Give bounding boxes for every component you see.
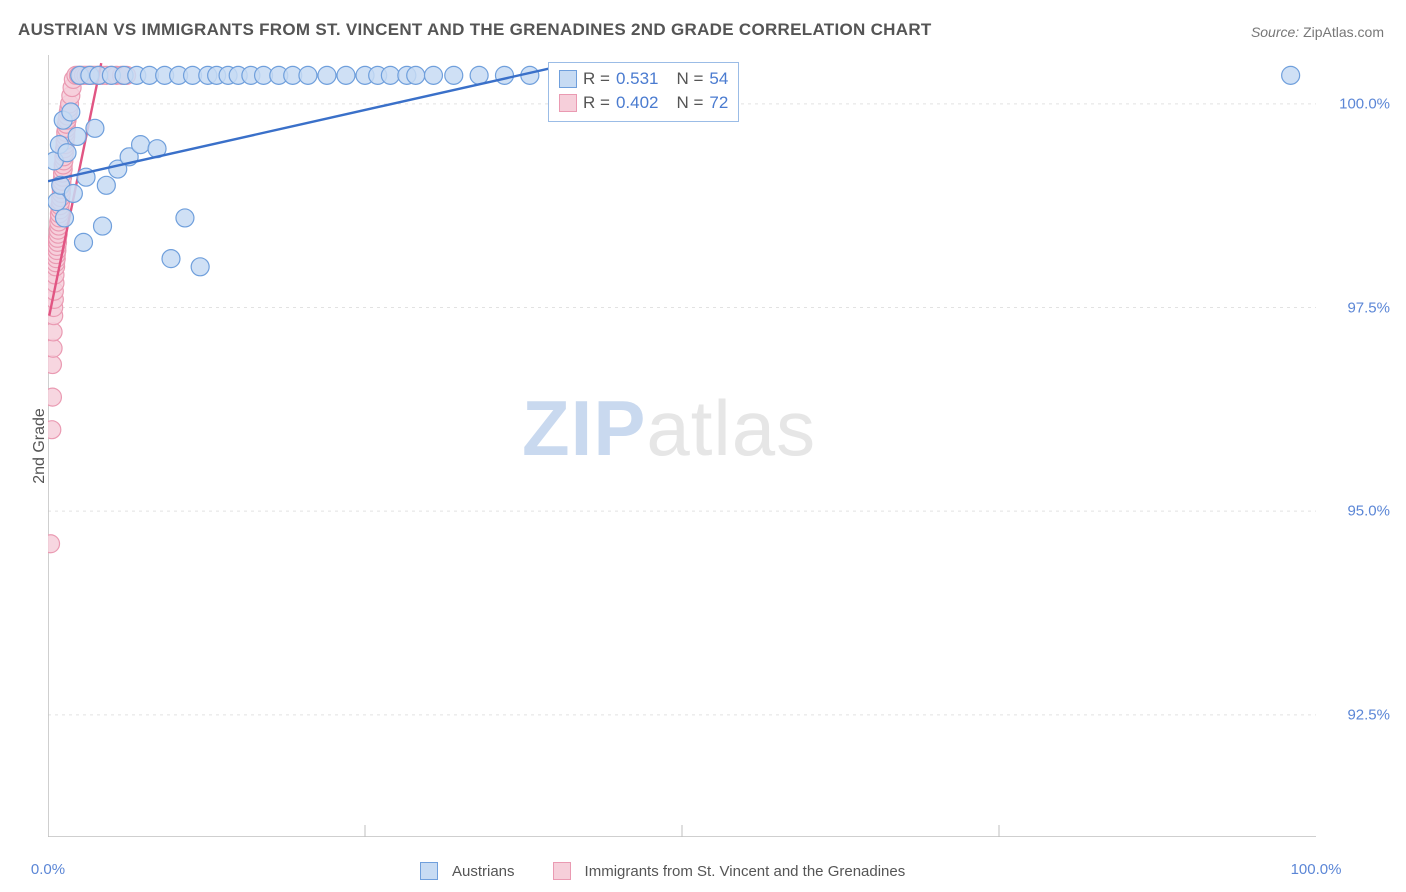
series-legend: Austrians Immigrants from St. Vincent an…	[420, 862, 905, 880]
y-tick: 97.5%	[1347, 299, 1390, 316]
x-tick: 100.0%	[1291, 861, 1342, 878]
x-tick: 0.0%	[31, 861, 65, 878]
source-label: Source:	[1251, 24, 1299, 40]
blue-swatch	[559, 70, 577, 88]
stat-row-pink: R = 0.402 N = 72	[559, 91, 728, 115]
pink-swatch	[553, 862, 571, 880]
stat-n-label: N =	[676, 93, 703, 113]
legend-label-blue: Austrians	[452, 863, 515, 880]
stat-r-blue: 0.531	[616, 69, 659, 89]
stat-n-blue: 54	[709, 69, 728, 89]
stat-row-blue: R = 0.531 N = 54	[559, 67, 728, 91]
source-attribution: Source: ZipAtlas.com	[1251, 24, 1384, 40]
scatter-plot	[48, 55, 1316, 837]
correlation-stats-box: R = 0.531 N = 54 R = 0.402 N = 72	[548, 62, 739, 122]
chart-title: AUSTRIAN VS IMMIGRANTS FROM ST. VINCENT …	[18, 20, 932, 40]
stat-r-label: R =	[583, 69, 610, 89]
y-tick: 95.0%	[1347, 503, 1390, 520]
blue-swatch	[420, 862, 438, 880]
legend-label-pink: Immigrants from St. Vincent and the Gren…	[585, 863, 906, 880]
stat-n-label: N =	[676, 69, 703, 89]
y-tick: 100.0%	[1339, 95, 1390, 112]
stat-n-pink: 72	[709, 93, 728, 113]
stat-r-label: R =	[583, 93, 610, 113]
pink-swatch	[559, 94, 577, 112]
source-value: ZipAtlas.com	[1303, 24, 1384, 40]
y-tick: 92.5%	[1347, 706, 1390, 723]
stat-r-pink: 0.402	[616, 93, 659, 113]
y-axis-label: 2nd Grade	[31, 408, 49, 484]
